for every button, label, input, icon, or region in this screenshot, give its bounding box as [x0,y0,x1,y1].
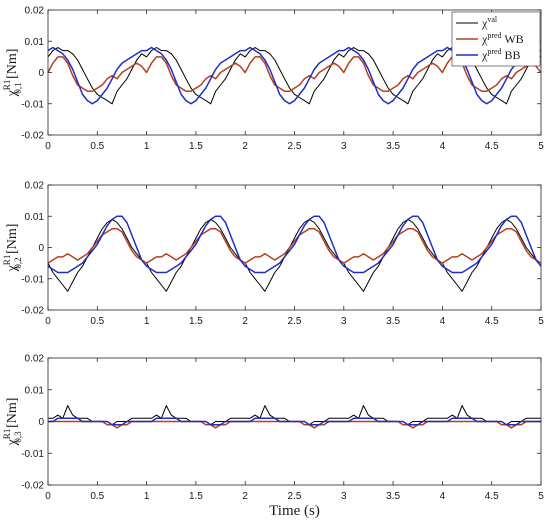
x-tick-label: 4 [440,491,446,502]
x-tick-label: 2 [242,491,248,502]
x-tick-label: 2.5 [288,491,302,502]
x-tick-label: 2 [242,316,248,327]
x-tick-label: 0 [45,491,51,502]
legend-label: χval [481,15,498,30]
x-tick-label: 0 [45,141,51,152]
y-tick-label: -0.02 [21,131,44,142]
x-tick-label: 1.5 [189,316,203,327]
subplot-1: 0 0.5 1 1.5 2 2.5 3 3.5 4 4.5 5 -0.02 -0.01 0 0.01 0.02… [2,6,544,153]
legend-symbol: χ [481,32,488,46]
y-tick-label: 0 [38,68,44,79]
legend-sup: val [487,15,498,24]
x-tick-label: 5 [538,316,544,327]
x-tick-label: 0.5 [90,316,104,327]
legend-symbol: χ [481,48,488,62]
legend-label: χpred WB [481,31,524,46]
x-tick-label: 3.5 [386,491,400,502]
y-tick-label: 0.02 [25,6,45,17]
series-line-3 [47,215,542,274]
y-axis-label: χR10,2 [Nm] [2,224,23,273]
x-tick-label: 3 [341,316,347,327]
legend-label: χpred BB [481,47,521,62]
y-axis-label-sup: R1 [2,255,12,266]
x-tick-label: 4 [440,141,446,152]
y-tick-label: 0.01 [25,385,45,396]
y-axis-label-sup: R1 [2,429,12,440]
y-tick-label: 0 [38,243,44,254]
y-tick-label: 0 [38,417,44,428]
legend-suffix: WB [502,32,524,46]
x-tick-label: 1.5 [189,491,203,502]
x-tick-label: 4.5 [485,491,499,502]
y-axis-label: χR10,1 [Nm] [2,49,23,98]
legend-suffix: BB [502,48,521,62]
series-line-3 [48,417,541,426]
y-axis-label-sub: 0,3 [13,431,23,443]
series-line-2 [47,228,542,264]
legend-symbol: χ [481,16,488,30]
legend-sup: pred [487,47,501,56]
y-axis-label: χR10,3 [Nm] [2,398,23,447]
y-tick-label: 0.02 [25,354,45,365]
x-tick-label: 5 [538,491,544,502]
y-tick-label: -0.01 [21,449,44,460]
legend-sup: pred [487,31,501,40]
subplot-2: 0 0.5 1 1.5 2 2.5 3 3.5 4 4.5 5 -0.02 -0.01 0 0.01 0.02… [2,181,544,328]
x-tick-label: 1 [144,491,150,502]
x-tick-label: 2.5 [288,316,302,327]
series-line-1 [47,218,542,292]
y-tick-label: -0.02 [21,306,44,317]
y-axis-label-symbol: χ [5,89,20,97]
x-tick-label: 3 [341,141,347,152]
x-tick-label: 2.5 [288,141,302,152]
x-tick-label: 3 [341,491,347,502]
x-tick-label: 0.5 [90,141,104,152]
y-tick-label: 0.01 [25,212,45,223]
y-axis-label-sub: 0,2 [13,257,23,268]
y-tick-label: -0.01 [21,274,44,285]
y-tick-label: -0.02 [21,481,44,492]
x-tick-label: 4.5 [485,316,499,327]
y-axis-label-symbol: χ [5,438,20,446]
y-tick-label: 0.01 [25,37,45,48]
x-tick-label: 0.5 [90,491,104,502]
x-tick-label: 3.5 [386,316,400,327]
subplot-3: 0 0.5 1 1.5 2 2.5 3 3.5 4 4.5 5 -0.02 -0.01 0 0.01 0.02… [2,354,544,520]
y-axis-label-sup: R1 [2,80,12,91]
axes-frame [47,184,542,311]
x-tick-label: 1 [144,316,150,327]
x-tick-label: 3.5 [386,141,400,152]
y-axis-label-unit: [Nm] [5,49,20,83]
y-tick-label: -0.01 [21,99,44,110]
x-tick-label: 0 [45,316,51,327]
y-axis-label-sub: 0,1 [13,82,23,93]
y-tick-label: 0.02 [25,181,45,192]
y-axis-label-unit: [Nm] [5,224,20,258]
x-tick-label: 4.5 [485,141,499,152]
x-axis-label: Time (s) [269,503,320,519]
x-tick-label: 4 [440,316,446,327]
x-tick-label: 2 [242,141,248,152]
x-tick-label: 5 [538,141,544,152]
y-axis-label-unit: [Nm] [5,398,20,432]
x-tick-label: 1 [144,141,150,152]
x-tick-label: 1.5 [189,141,203,152]
y-axis-label-symbol: χ [5,264,20,272]
